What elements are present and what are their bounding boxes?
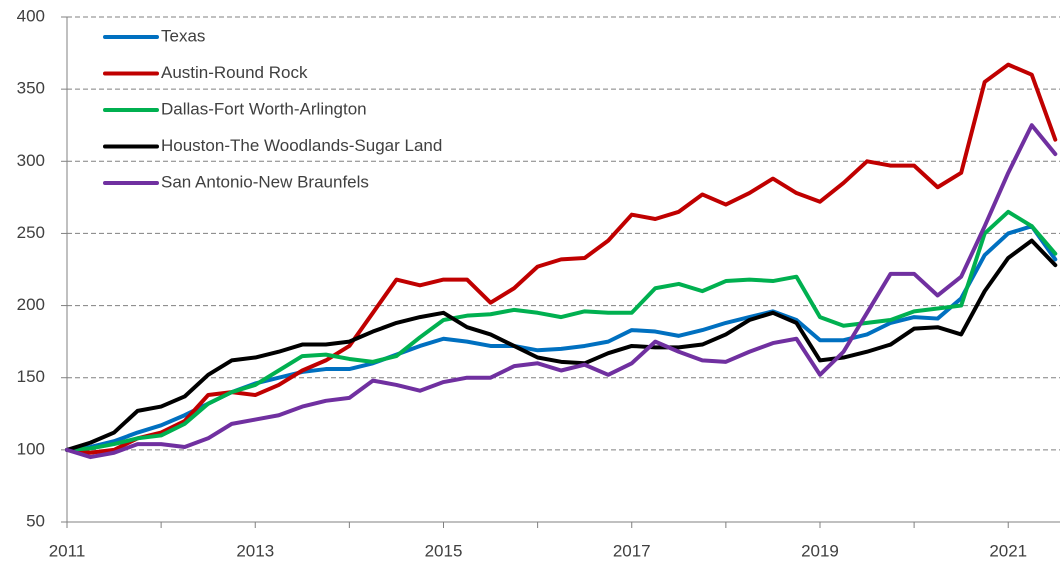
legend-label: San Antonio-New Braunfels [161,172,369,191]
series-line [65,123,1058,460]
y-tick-label: 150 [17,367,45,386]
y-tick-label: 100 [17,439,45,458]
legend-label: Texas [161,26,205,45]
y-tick-label: 50 [26,511,45,530]
y-tick-label: 400 [17,6,45,25]
legend-label: Austin-Round Rock [161,63,308,82]
x-tick-label: 2021 [989,541,1027,560]
x-tick-label: 2015 [425,541,463,560]
legend-label: Dallas-Fort Worth-Arlington [161,99,367,118]
y-tick-label: 250 [17,223,45,242]
x-tick-label: 2019 [801,541,839,560]
x-tick-label: 2011 [49,541,86,560]
series-line [65,62,1058,455]
x-tick-label: 2013 [236,541,274,560]
y-tick-label: 300 [17,151,45,170]
y-tick-label: 350 [17,79,45,98]
x-tick-label: 2017 [613,541,651,560]
series-line [65,209,1058,452]
y-tick-label: 200 [17,295,45,314]
legend-label: Houston-The Woodlands-Sugar Land [161,136,442,155]
series-line [65,238,1058,452]
